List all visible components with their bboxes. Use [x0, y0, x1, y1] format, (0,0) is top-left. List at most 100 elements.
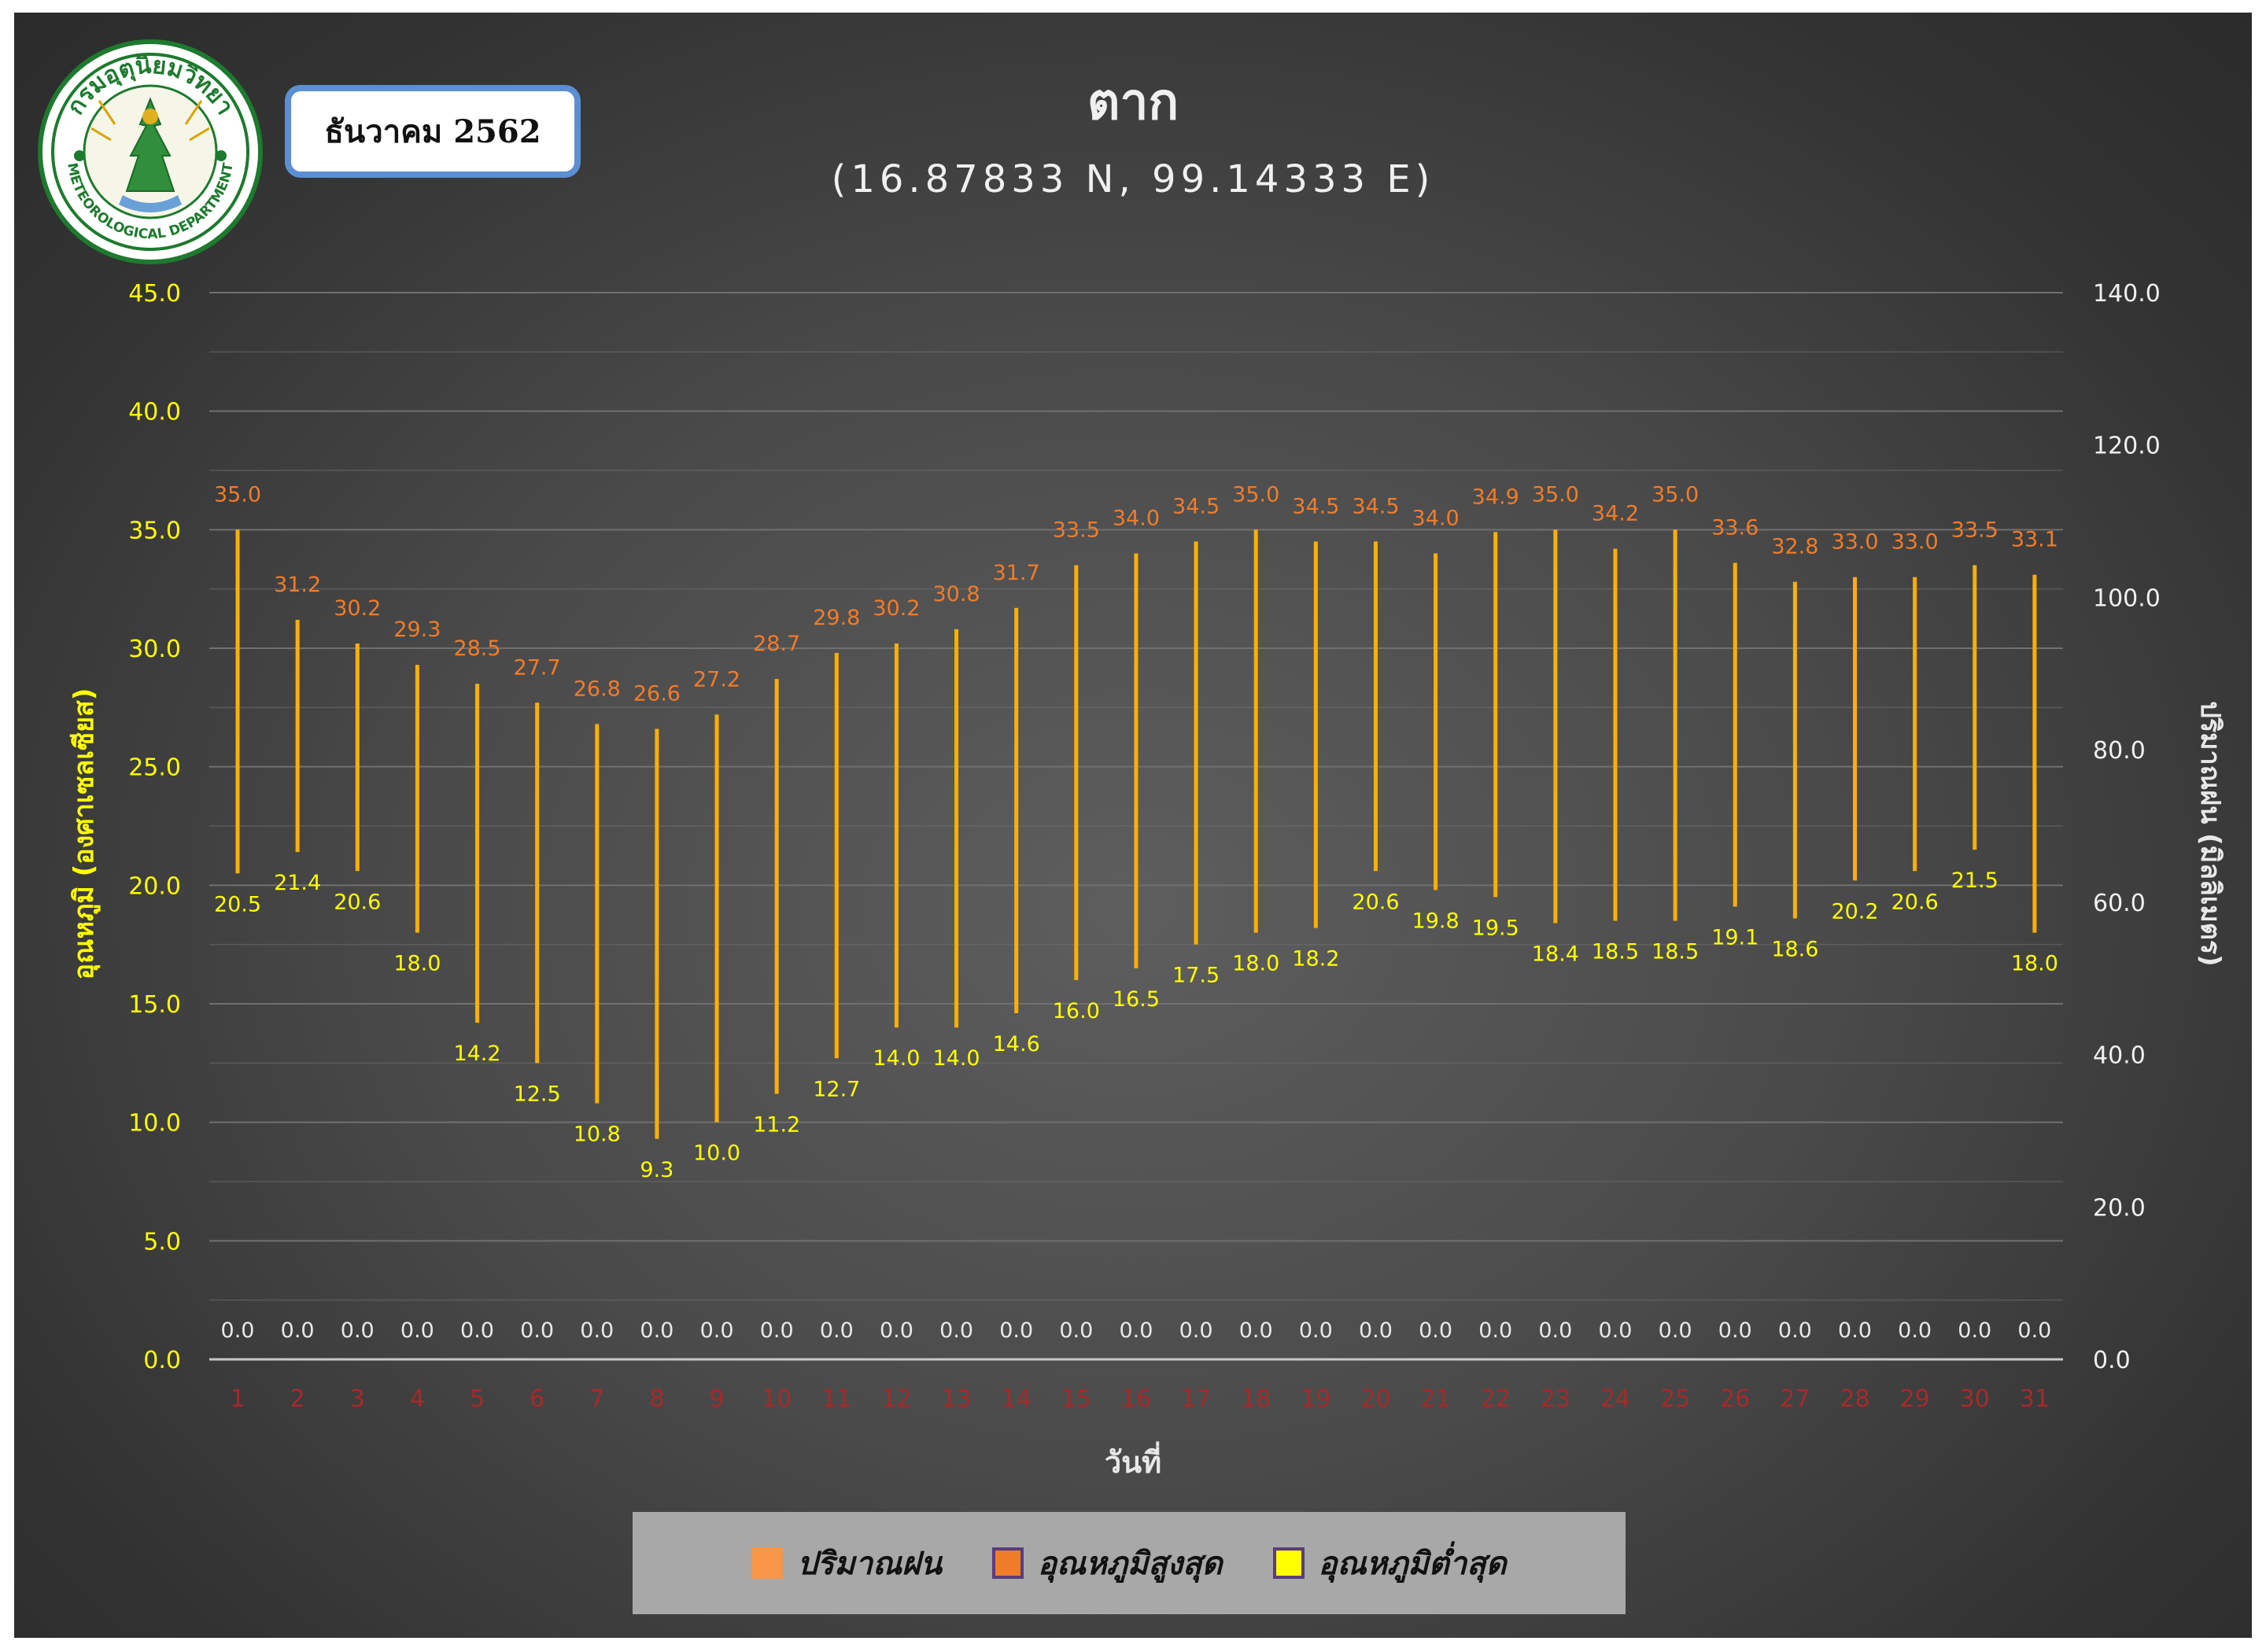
meteorological-department-logo: กรมอุตุนิยมวิทยา METEOROLOGICAL DEPARTME… [36, 38, 264, 266]
rainfall-label: 0.0 [1898, 1318, 1932, 1343]
x-tick-label: 29 [1900, 1385, 1930, 1413]
legend-swatch-rainfall [751, 1547, 784, 1579]
rainfall-label: 0.0 [1239, 1318, 1273, 1343]
max-temp-label: 34.0 [1412, 506, 1460, 530]
y-tick-label-right: 20.0 [2093, 1194, 2146, 1222]
rainfall-label: 0.0 [1718, 1318, 1752, 1343]
rainfall-label: 0.0 [1119, 1318, 1153, 1343]
x-tick-label: 20 [1360, 1385, 1390, 1413]
legend-swatch-max-temp [991, 1547, 1024, 1579]
min-temp-label: 20.6 [334, 890, 381, 914]
y-tick-label-left: 30.0 [128, 636, 181, 663]
max-temp-label: 30.2 [334, 596, 381, 621]
bars-layer [235, 529, 2037, 1139]
min-temp-label: 11.2 [753, 1113, 800, 1138]
x-axis-title: วันที่ [1105, 1441, 1161, 1480]
x-tick-label: 8 [649, 1385, 664, 1413]
min-temp-label: 14.0 [932, 1046, 980, 1071]
legend-swatch-min-temp [1272, 1547, 1305, 1579]
min-temp-label: 20.2 [1831, 899, 1878, 924]
x-tick-label: 2 [290, 1385, 305, 1413]
x-tick-label: 15 [1061, 1385, 1091, 1413]
x-tick-label: 14 [1002, 1385, 1032, 1413]
min-temp-label: 21.5 [1951, 868, 1998, 893]
axes-layer: 0.05.010.015.020.025.030.035.040.045.00.… [68, 280, 2226, 1480]
min-temp-label: 10.0 [693, 1141, 740, 1166]
chart-frame: กรมอุตุนิยมวิทยา METEOROLOGICAL DEPARTME… [14, 13, 2252, 1638]
max-temp-label: 30.8 [932, 582, 980, 607]
x-tick-label: 10 [762, 1385, 792, 1413]
legend-item-min-temp: อุณหภูมิต่ำสุด [1272, 1538, 1507, 1588]
min-temp-label: 16.0 [1053, 999, 1100, 1023]
month-label-box: ธันวาคม 2562 [285, 85, 581, 178]
y-tick-label-right: 100.0 [2093, 584, 2161, 612]
rainfall-label: 0.0 [1538, 1318, 1572, 1343]
x-tick-label: 7 [589, 1385, 604, 1413]
y-tick-label-right: 80.0 [2093, 737, 2146, 765]
rainfall-label: 0.0 [2017, 1318, 2051, 1343]
min-temp-label: 20.5 [214, 892, 261, 916]
max-temp-label: 28.7 [753, 632, 800, 656]
y-tick-label-right: 140.0 [2093, 280, 2161, 308]
max-temp-label: 28.5 [453, 636, 500, 661]
x-tick-label: 25 [1660, 1385, 1690, 1413]
chart-subtitle-coordinates: (16.87833 N, 99.14333 E) [831, 157, 1435, 201]
max-temp-label: 33.0 [1891, 530, 1939, 555]
rainfall-label: 0.0 [1838, 1318, 1872, 1343]
rainfall-label: 0.0 [1599, 1318, 1633, 1343]
x-tick-label: 13 [941, 1385, 971, 1413]
min-temp-label: 19.8 [1412, 909, 1460, 933]
min-temp-label: 21.4 [274, 871, 321, 895]
x-tick-label: 1 [230, 1385, 245, 1413]
max-temp-label: 34.0 [1113, 506, 1160, 530]
y-tick-label-right: 120.0 [2093, 433, 2161, 460]
x-tick-label: 18 [1241, 1385, 1271, 1413]
min-temp-label: 19.1 [1711, 925, 1759, 950]
x-tick-label: 5 [470, 1385, 485, 1413]
rainfall-label: 0.0 [1299, 1318, 1333, 1343]
min-temp-label: 10.8 [574, 1123, 621, 1147]
legend: ปริมาณฝน อุณหภูมิสูงสุด อุณหภูมิต่ำสุด [633, 1512, 1626, 1614]
x-tick-label: 30 [1960, 1385, 1990, 1413]
rainfall-label: 0.0 [880, 1318, 913, 1343]
chart-title: ตาก [1087, 73, 1179, 131]
rainfall-label: 0.0 [760, 1318, 794, 1343]
rainfall-label: 0.0 [640, 1318, 674, 1343]
max-temp-label: 35.0 [214, 482, 261, 507]
min-temp-label: 18.5 [1592, 940, 1639, 964]
rainfall-label: 0.0 [1778, 1318, 1812, 1343]
y-tick-label-right: 0.0 [2093, 1347, 2131, 1374]
legend-label-rainfall: ปริมาณฝน [797, 1545, 942, 1582]
max-temp-label: 32.8 [1771, 535, 1818, 559]
min-temp-label: 14.2 [453, 1042, 500, 1066]
max-temp-label: 35.0 [1532, 482, 1579, 507]
min-temp-label: 12.7 [813, 1077, 860, 1101]
max-temp-label: 27.7 [514, 655, 561, 680]
max-temp-label: 34.5 [1172, 494, 1220, 518]
max-temp-label: 33.0 [1831, 530, 1878, 555]
legend-label-min-temp: อุณหภูมิต่ำสุด [1318, 1545, 1507, 1582]
y-axis-title-right: ปริมาณฝน (มิลลิเมตร) [2194, 701, 2226, 966]
rainfall-label: 0.0 [1179, 1318, 1213, 1343]
x-tick-label: 28 [1840, 1385, 1869, 1413]
max-temp-label: 33.1 [2011, 528, 2058, 552]
min-temp-label: 18.5 [1652, 940, 1699, 964]
labels-layer: 35.0 20.5 0.0 31.2 21.4 0.0 30.2 20.6 0.0 29.3 18.… [214, 482, 2058, 1343]
x-tick-label: 3 [350, 1385, 365, 1413]
y-tick-label-left: 35.0 [128, 517, 181, 544]
y-tick-label-left: 45.0 [128, 280, 181, 308]
max-temp-label: 30.2 [873, 596, 920, 621]
max-temp-label: 29.8 [813, 606, 860, 630]
max-temp-label: 34.5 [1292, 494, 1339, 518]
x-tick-label: 9 [709, 1385, 724, 1413]
max-temp-label: 34.5 [1352, 494, 1399, 518]
x-tick-label: 21 [1421, 1385, 1451, 1413]
min-temp-label: 14.0 [873, 1046, 920, 1071]
rainfall-label: 0.0 [221, 1318, 255, 1343]
y-tick-label-left: 20.0 [128, 872, 181, 900]
chart-plot: 35.020.50.031.221.40.030.220.60.029.318.… [68, 280, 2226, 1480]
rainfall-label: 0.0 [999, 1318, 1033, 1343]
x-tick-label: 16 [1121, 1385, 1151, 1413]
rainfall-label: 0.0 [460, 1318, 494, 1343]
x-tick-label: 31 [2020, 1385, 2050, 1413]
